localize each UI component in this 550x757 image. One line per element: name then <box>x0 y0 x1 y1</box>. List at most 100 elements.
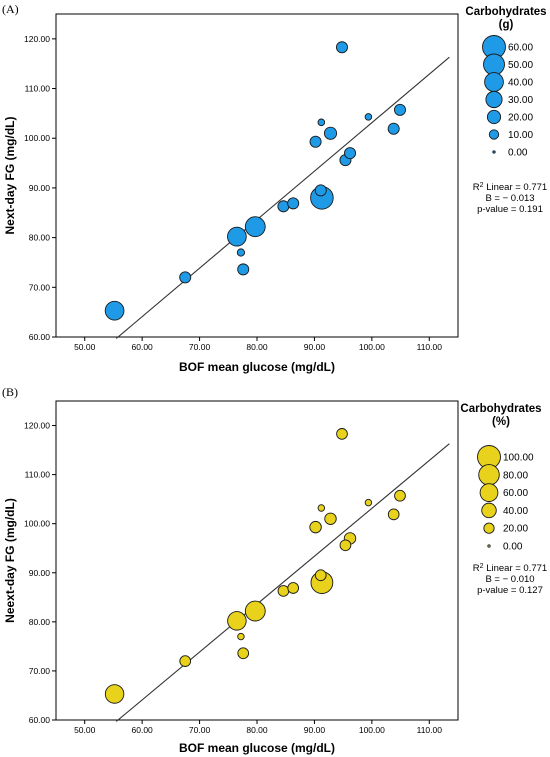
legend-label: 60.00 <box>508 43 533 54</box>
plot-frame <box>55 13 459 338</box>
stat-b: B = − 0.010 <box>485 574 534 585</box>
legend-marker <box>485 90 503 109</box>
legend-label: 0.00 <box>508 148 528 159</box>
stat-b: B = − 0.013 <box>485 193 534 204</box>
x-tick-label: 100.00 <box>359 342 385 352</box>
regression-line <box>115 56 450 339</box>
legend-marker <box>492 150 496 154</box>
scatter-chart-a: 50.00 60.00 70.00 80.00 90.00 100.00 110.00 60.… <box>3 6 547 374</box>
legend-label: 40.00 <box>508 78 533 89</box>
y-tick-label: 80.00 <box>29 233 51 243</box>
legend-marker <box>483 522 495 534</box>
y-tick-label: 70.00 <box>29 666 51 676</box>
y-tick-label: 120.00 <box>24 421 50 431</box>
data-point <box>244 600 266 622</box>
legend-title: Carbohydrates <box>465 6 546 18</box>
y-tick-label: 110.00 <box>25 470 51 480</box>
data-point <box>324 512 337 525</box>
legend-label: 0.00 <box>503 542 523 553</box>
data-point <box>179 655 192 667</box>
data-point <box>244 216 266 238</box>
data-point <box>317 504 326 512</box>
legend-title: (%) <box>492 416 510 428</box>
legend-label: 50.00 <box>508 60 533 71</box>
data-point <box>364 113 373 121</box>
legend-label: 10.00 <box>508 130 533 141</box>
data-point <box>387 508 400 521</box>
x-tick-label: 110.00 <box>417 725 443 735</box>
plot-frame <box>55 400 459 721</box>
data-point <box>323 126 338 140</box>
y-tick-label: 120.00 <box>24 34 50 44</box>
stat-r2: R2 Linear = 0.771 <box>473 182 547 194</box>
data-point <box>387 122 400 135</box>
legend-label: 40.00 <box>503 506 528 517</box>
data-point <box>309 135 322 148</box>
y-tick-label: 80.00 <box>29 617 51 627</box>
legend-marker <box>487 544 491 548</box>
data-point <box>227 226 247 247</box>
y-axis-title: Neext-day FG (mg/dL) <box>3 498 17 623</box>
x-axis-title: BOF mean glucose (mg/dL) <box>179 741 335 755</box>
y-axis-title: Next-day FG (mg/dL) <box>3 116 17 234</box>
data-point <box>314 569 327 582</box>
data-point <box>179 271 192 284</box>
stat-p: p-value = 0.191 <box>477 204 543 215</box>
x-tick-label: 60.00 <box>132 725 154 735</box>
legend-title: Carbohydrates <box>460 403 541 415</box>
data-point <box>317 118 326 127</box>
x-tick-label: 110.00 <box>417 342 443 352</box>
data-point <box>364 498 373 507</box>
data-point <box>237 632 245 641</box>
legend-title: (g) <box>499 19 514 31</box>
y-tick-label: 90.00 <box>29 568 51 578</box>
legend-label: 100.00 <box>503 453 534 464</box>
y-tick-label: 100.00 <box>24 519 50 529</box>
stat-r2: R2 Linear = 0.771 <box>473 563 547 575</box>
panel-label-a: (A) <box>2 2 19 16</box>
y-tick-label: 110.00 <box>25 84 51 94</box>
data-point <box>309 520 322 534</box>
x-tick-label: 90.00 <box>304 725 326 735</box>
data-point <box>104 300 125 321</box>
x-tick-label: 70.00 <box>189 342 211 352</box>
legend-marker <box>486 109 502 125</box>
data-point <box>314 184 327 197</box>
data-point <box>287 197 300 210</box>
legend-label: 30.00 <box>508 95 533 106</box>
panel-label-b: (B) <box>2 385 18 399</box>
legend-marker <box>478 464 500 486</box>
x-tick-label: 70.00 <box>189 725 211 735</box>
data-point <box>344 147 357 160</box>
data-point <box>277 585 290 597</box>
data-point <box>339 539 352 552</box>
y-tick-label: 90.00 <box>29 183 51 193</box>
y-tick-label: 60.00 <box>29 332 51 342</box>
y-tick-label: 100.00 <box>24 133 50 143</box>
y-tick-label: 60.00 <box>29 715 51 725</box>
data-point <box>236 248 246 257</box>
x-tick-label: 90.00 <box>304 342 326 352</box>
legend-marker <box>479 483 499 502</box>
data-point <box>237 647 250 660</box>
x-tick-label: 80.00 <box>246 342 268 352</box>
y-tick-label: 70.00 <box>29 282 51 292</box>
legend-marker <box>484 72 504 92</box>
data-point <box>393 103 407 116</box>
x-tick-label: 50.00 <box>74 342 96 352</box>
data-point <box>104 684 125 704</box>
x-tick-label: 100.00 <box>359 725 385 735</box>
data-point <box>394 489 406 502</box>
legend-label: 20.00 <box>503 524 528 535</box>
data-point <box>237 263 250 276</box>
legend-label: 80.00 <box>503 470 528 481</box>
stat-p: p-value = 0.127 <box>477 585 543 596</box>
x-tick-label: 80.00 <box>246 725 268 735</box>
data-point <box>227 611 247 631</box>
legend-marker <box>483 53 505 76</box>
legend-marker <box>481 502 497 519</box>
data-point <box>335 41 348 54</box>
data-point <box>287 582 300 594</box>
x-tick-label: 50.00 <box>74 725 96 735</box>
scatter-chart-b: 50.00 60.00 70.00 80.00 90.00 100.00 110.00 60.… <box>3 400 547 755</box>
